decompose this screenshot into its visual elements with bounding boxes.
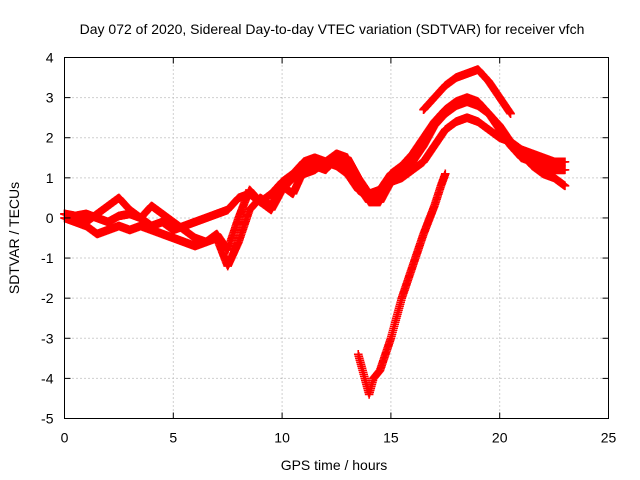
axis-ticks: 0 5 10 15 20 25 -5 -4 -3 -2 -1 0 1 2 3 4: [41, 50, 616, 446]
x-tick-label: 5: [169, 430, 177, 446]
chart-title: Day 072 of 2020, Sidereal Day-to-day VTE…: [80, 21, 585, 37]
data-point: [560, 181, 570, 191]
y-tick-label: -1: [41, 250, 54, 266]
x-tick-label: 15: [383, 430, 399, 446]
series-arc-4: [419, 65, 515, 118]
data-points: [60, 65, 570, 399]
data-point: [506, 109, 515, 118]
y-tick-label: 2: [46, 130, 54, 146]
y-tick-label: 1: [46, 170, 54, 186]
x-tick-label: 10: [274, 430, 290, 446]
data-point: [560, 165, 570, 175]
series-arc-5: [353, 169, 450, 399]
x-tick-label: 20: [492, 430, 508, 446]
y-tick-label: -4: [41, 370, 54, 386]
data-point: [441, 169, 450, 179]
y-tick-label: 4: [46, 50, 54, 66]
plot-frame: [64, 57, 609, 419]
x-tick-label: 25: [601, 430, 617, 446]
x-tick-label: 0: [61, 430, 69, 446]
y-tick-label: 3: [46, 90, 54, 106]
data-point: [560, 157, 570, 167]
x-axis-label: GPS time / hours: [281, 457, 388, 473]
grid: [64, 57, 609, 419]
y-tick-label: -5: [41, 411, 54, 427]
y-axis-label: SDTVAR / TECUs: [6, 182, 22, 294]
series-arc-3: [60, 97, 570, 255]
y-tick-label: -3: [41, 330, 54, 346]
y-tick-label: 0: [46, 210, 54, 226]
y-tick-label: -2: [41, 290, 54, 306]
